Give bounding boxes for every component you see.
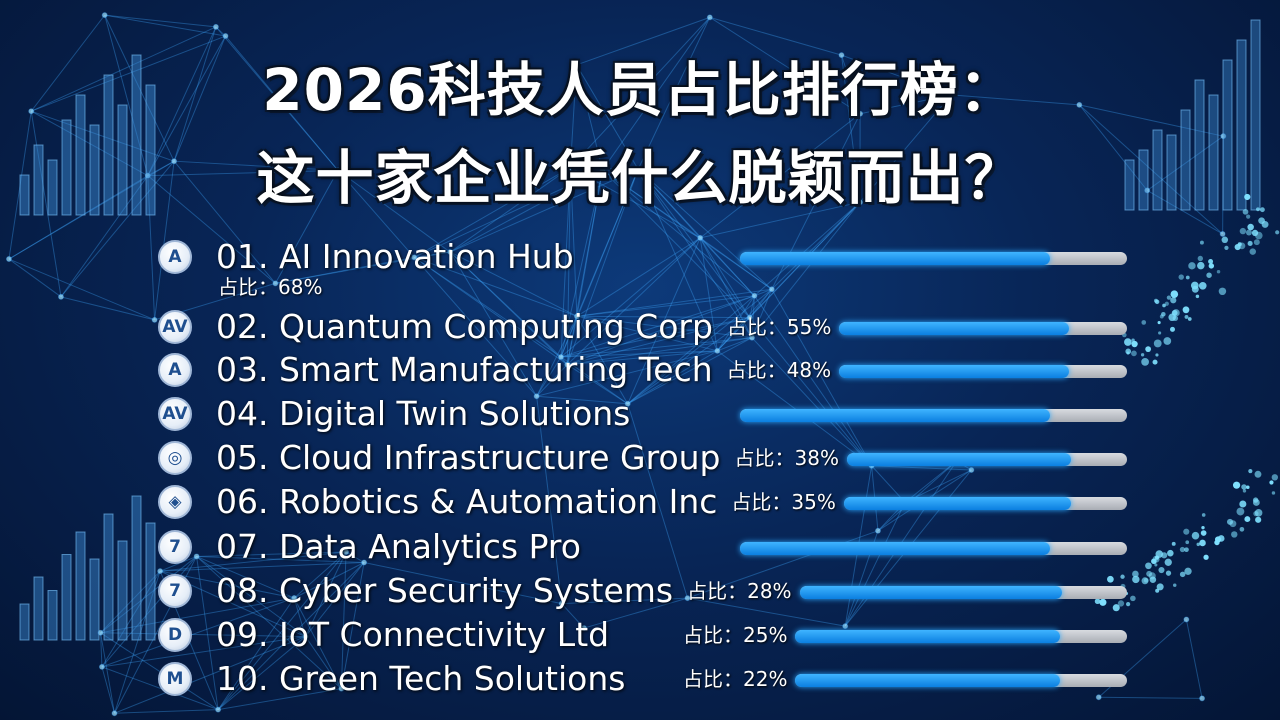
company-logo-icon: ◈ [158,485,192,519]
company-name-label: 03. Smart Manufacturing Tech [216,350,713,389]
company-name-label: 09. IoT Connectivity Ltd [216,615,610,654]
company-logo-icon: D [158,618,192,652]
company-name-label: 10. Green Tech Solutions [216,659,626,698]
company-logo-icon: ◎ [158,441,192,475]
company-name-label: 01. AI Innovation Hub [216,237,574,276]
company-logo-icon: AV [158,397,192,431]
bar-track [846,453,1127,466]
company-name-label: 04. Digital Twin Solutions [216,394,631,433]
percentage-label: 占比：28% [687,579,792,603]
ranking-row: 7 07. Data Analytics Pro [158,526,1158,566]
bar-fill [843,497,1071,510]
ranking-row: AV 02. Quantum Computing Corp 占比：55% [158,306,1158,346]
percentage-label: 占比：55% [726,315,832,339]
company-name-label: 08. Cyber Security Systems [216,571,674,610]
company-logo-icon: AV [158,310,192,344]
bar-fill [740,409,1050,422]
bar-track [843,497,1127,510]
page-title-line-1: 2026科技人员占比排行榜： [262,56,1018,124]
bar-fill [846,453,1071,466]
percentage-label: 占比：22% [683,667,788,691]
company-logo-icon: 7 [158,574,192,608]
ranking-row: M 10. Green Tech Solutions 占比：22% [158,658,1158,698]
page-title-line-2: 这十家企业凭什么脱颖而出？ [256,144,1024,212]
bar-track [799,586,1127,599]
percentage-label: 占比：25% [683,623,788,647]
ranking-row: ◎ 05. Cloud Infrastructure Group 占比：38% [158,437,1158,477]
bar-fill [799,586,1062,599]
ranking-row: A 01. AI Innovation Hub 占比：68% [158,236,1158,299]
percentage-label: 占比：48% [726,358,832,382]
company-logo-icon: A [158,353,192,387]
bar-fill [740,542,1050,555]
company-name-label: 07. Data Analytics Pro [216,527,581,566]
company-name-label: 06. Robotics & Automation Inc [216,482,718,521]
bar-fill [839,365,1070,378]
bar-track [740,409,1127,422]
bar-fill [795,630,1061,643]
company-logo-icon: A [158,240,192,274]
company-logo-icon: 7 [158,530,192,564]
bar-fill [795,674,1061,687]
company-name-label: 05. Cloud Infrastructure Group [216,438,721,477]
bar-track [740,252,1127,265]
bar-track [795,630,1127,643]
bar-track [795,674,1127,687]
bar-track [740,542,1127,555]
ranking-row: AV 04. Digital Twin Solutions [158,393,1158,433]
ranking-row: D 09. IoT Connectivity Ltd 占比：25% [158,614,1158,654]
bar-track [839,365,1127,378]
percentage-label: 占比：68% [218,275,323,299]
ranking-row: 7 08. Cyber Security Systems 占比：28% [158,570,1158,610]
company-name-label: 02. Quantum Computing Corp [216,307,713,346]
bar-fill [839,322,1070,335]
ranking-row: A 03. Smart Manufacturing Tech 占比：48% [158,349,1158,389]
bar-fill [740,252,1050,265]
ranking-row: ◈ 06. Robotics & Automation Inc 占比：35% [158,481,1158,521]
bar-track [839,322,1127,335]
percentage-label: 占比：35% [731,490,836,514]
percentage-label: 占比：38% [734,446,839,470]
company-logo-icon: M [158,662,192,696]
